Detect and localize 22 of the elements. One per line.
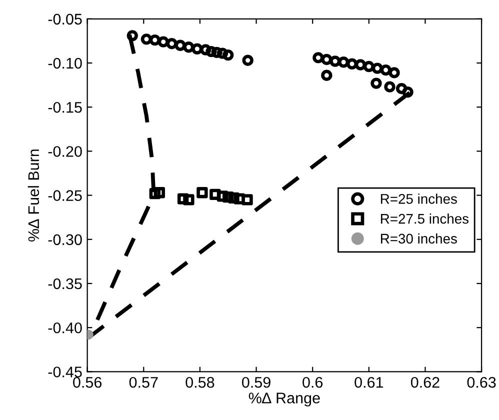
y-tick-label: -0.30 bbox=[48, 234, 82, 246]
x-tick-label: 0.61 bbox=[354, 376, 384, 388]
x-tick-label: 0.63 bbox=[467, 376, 496, 388]
x-tick-label: 0.57 bbox=[129, 376, 158, 388]
x-tick-label: 0.6 bbox=[302, 376, 323, 388]
legend-label: R=27.5 inches bbox=[381, 214, 469, 224]
y-tick-label: -0.05 bbox=[48, 14, 82, 25]
y-axis-title: %∆ Fuel Burn bbox=[28, 150, 40, 242]
y-tick-label: -0.35 bbox=[48, 278, 82, 290]
x-tick-label: 0.62 bbox=[410, 376, 440, 388]
y-tick-label: -0.40 bbox=[48, 322, 82, 334]
x-tick-label: 0.56 bbox=[73, 376, 102, 388]
x-tick-label: 0.59 bbox=[242, 376, 270, 388]
legend-label: R=30 inches bbox=[381, 233, 457, 244]
legend-label: R=25 inches bbox=[381, 194, 457, 204]
y-tick-label: -0.20 bbox=[48, 146, 82, 157]
y-tick-label: -0.15 bbox=[48, 102, 82, 113]
y-tick-label: -0.10 bbox=[48, 58, 82, 69]
y-tick-label: -0.45 bbox=[48, 366, 82, 378]
x-tick-label: 0.58 bbox=[186, 376, 214, 388]
y-tick-label: -0.25 bbox=[48, 190, 82, 201]
x-axis-title: %∆ Range bbox=[248, 392, 320, 406]
